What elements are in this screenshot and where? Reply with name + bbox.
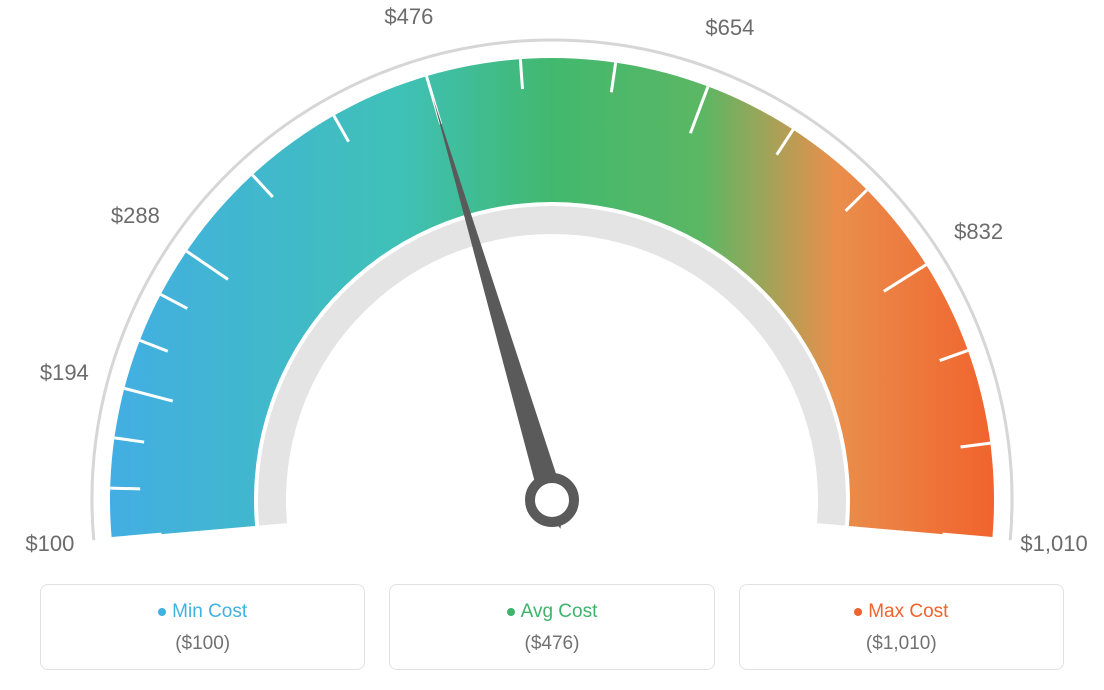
legend-max-title: Max Cost xyxy=(750,601,1053,623)
legend-avg-dot xyxy=(507,608,515,616)
gauge-tick-label: $100 xyxy=(25,531,74,557)
legend-min-dot xyxy=(158,608,166,616)
legend-min-value: ($100) xyxy=(51,633,354,655)
legend-avg-label: Avg Cost xyxy=(521,601,598,622)
legend-row: Min Cost ($100) Avg Cost ($476) Max Cost… xyxy=(40,584,1064,670)
gauge-tick-label: $288 xyxy=(111,203,160,229)
legend-avg-title: Avg Cost xyxy=(400,601,703,623)
legend-max: Max Cost ($1,010) xyxy=(739,584,1064,670)
legend-max-label: Max Cost xyxy=(868,601,948,622)
legend-max-value: ($1,010) xyxy=(750,633,1053,655)
gauge-tick-label: $194 xyxy=(40,360,89,386)
gauge-svg xyxy=(0,0,1104,560)
gauge-tick-label: $832 xyxy=(954,219,1003,245)
legend-avg: Avg Cost ($476) xyxy=(389,584,714,670)
legend-avg-value: ($476) xyxy=(400,633,703,655)
gauge-tick-label: $476 xyxy=(384,4,433,30)
legend-max-dot xyxy=(854,608,862,616)
legend-min-label: Min Cost xyxy=(172,601,247,622)
gauge-tick-label: $1,010 xyxy=(1020,531,1087,557)
gauge: $100 $194 $288 $476 $654 $832 $1,010 xyxy=(0,0,1104,560)
legend-min: Min Cost ($100) xyxy=(40,584,365,670)
legend-min-title: Min Cost xyxy=(51,601,354,623)
gauge-chart-container: $100 $194 $288 $476 $654 $832 $1,010 Min Cost … xyxy=(0,0,1104,690)
gauge-tick-label: $654 xyxy=(705,15,754,41)
